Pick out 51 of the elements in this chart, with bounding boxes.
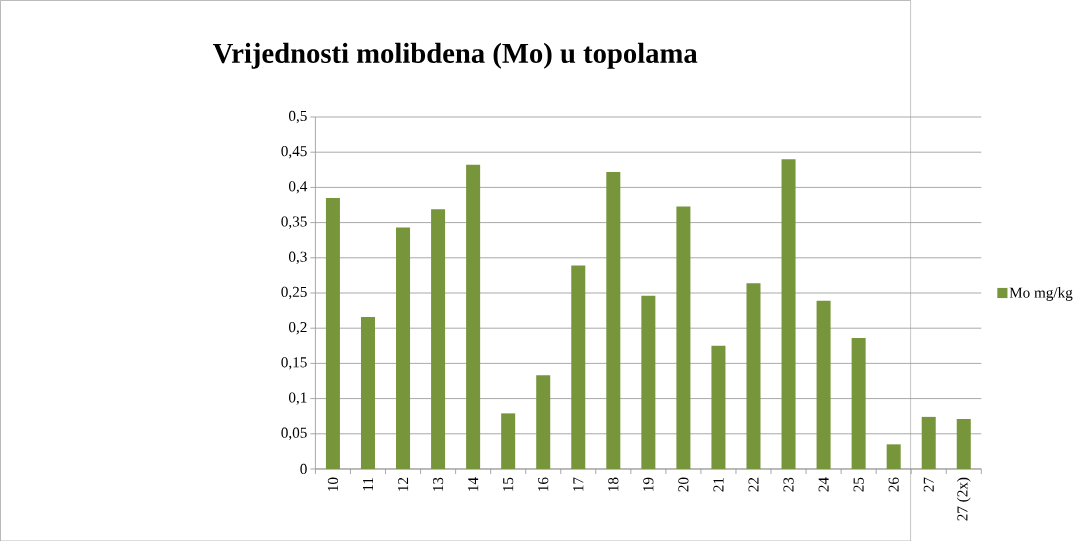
x-tick-label: 20: [678, 477, 689, 492]
bar: [571, 265, 586, 469]
bar: [431, 208, 446, 469]
x-tick-label: 14: [468, 477, 479, 491]
bar: [360, 316, 375, 469]
x-tick-label: 23: [783, 477, 794, 492]
x-tick-label: 22: [748, 477, 759, 492]
y-tick-label: 0,5: [288, 110, 307, 123]
y-tick-label: 0,05: [281, 427, 307, 440]
x-tick-label: 18: [608, 477, 619, 491]
x-tick-label: 15: [503, 477, 514, 491]
x-tick-label: 11: [362, 477, 373, 491]
x-tick-label: 17: [573, 477, 584, 491]
y-tick-label: 0,3: [288, 251, 307, 264]
x-tick-label: 27: [923, 477, 934, 492]
x-tick-label: 12: [398, 477, 409, 491]
bar: [396, 227, 411, 469]
bar: [501, 413, 516, 469]
bar: [816, 300, 831, 469]
bar: [466, 164, 481, 469]
x-tick-label: 19: [643, 477, 654, 491]
y-tick-label: 0,45: [281, 145, 307, 159]
x-tick-label: 16: [538, 477, 549, 491]
y-tick-label: 0,25: [281, 286, 307, 299]
legend-label: Mo mg/kg: [1009, 286, 1073, 301]
bar: [325, 197, 340, 469]
x-tick-label: 21: [713, 477, 724, 492]
bar: [676, 206, 691, 469]
bar: [781, 159, 796, 469]
bar: [641, 295, 656, 469]
y-tick-label: 0,2: [288, 321, 307, 335]
x-tick-label: 26: [888, 477, 899, 492]
bar: [711, 345, 726, 469]
bar: [921, 416, 936, 469]
bar: [886, 444, 901, 469]
y-tick-label: 0,4: [288, 180, 308, 194]
x-tick-label: 25: [853, 477, 864, 492]
bar: [536, 375, 551, 469]
chart-title: Vrijednosti molibdena (Mo) u topolama: [212, 42, 698, 69]
bar: [606, 171, 621, 469]
y-tick-label: 0: [300, 463, 307, 474]
y-tick-label: 0,1: [288, 392, 307, 405]
bar: [851, 337, 866, 469]
x-tick-label: 13: [432, 477, 444, 491]
bar: [746, 282, 761, 469]
y-tick-label: 0,35: [281, 216, 307, 229]
x-tick-label: 27 (2x): [956, 477, 971, 521]
x-tick-label: 10: [327, 477, 339, 491]
y-tick-label: 0,15: [281, 356, 307, 370]
x-tick-label: 24: [818, 477, 829, 492]
bar: [956, 418, 971, 469]
